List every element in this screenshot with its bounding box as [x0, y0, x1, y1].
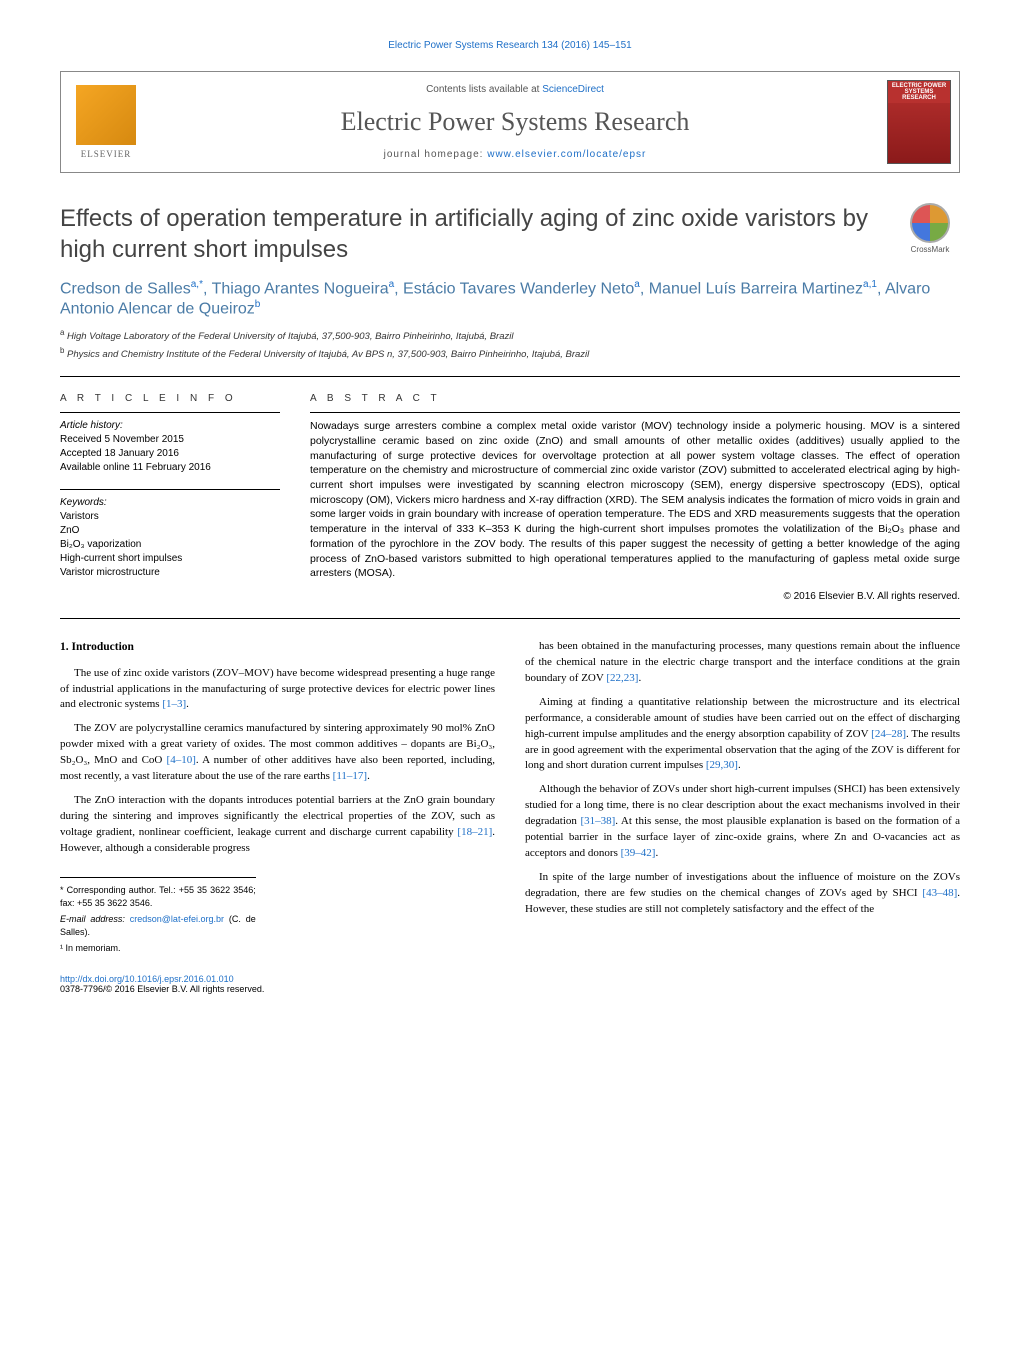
body-paragraph: The ZnO interaction with the dopants int…: [60, 793, 495, 857]
keyword-item: Bi₂O₃ vaporization: [60, 538, 280, 552]
abstract-text: Nowadays surge arresters combine a compl…: [310, 412, 960, 581]
journal-cover[interactable]: ELECTRIC POWER SYSTEMS RESEARCH: [879, 72, 959, 172]
cover-thumbnail: ELECTRIC POWER SYSTEMS RESEARCH: [887, 80, 951, 164]
body-paragraph: has been obtained in the manufacturing p…: [525, 639, 960, 687]
issn-line: 0378-7796/© 2016 Elsevier B.V. All right…: [60, 984, 960, 994]
cover-title: ELECTRIC POWER SYSTEMS RESEARCH: [888, 81, 950, 103]
corresponding-author-note: * Corresponding author. Tel.: +55 35 362…: [60, 884, 256, 910]
accepted-line: Accepted 18 January 2016: [60, 447, 280, 461]
body-paragraph: The ZOV are polycrystalline ceramics man…: [60, 721, 495, 785]
email-link[interactable]: credson@lat-efei.org.br: [130, 914, 224, 924]
article-title: Effects of operation temperature in arti…: [60, 203, 900, 265]
keyword-item: High-current short impulses: [60, 552, 280, 566]
contents-available-line: Contents lists available at ScienceDirec…: [171, 84, 859, 95]
section-heading: 1. Introduction: [60, 639, 495, 656]
article-info-heading: a r t i c l e i n f o: [60, 393, 280, 404]
received-line: Received 5 November 2015: [60, 433, 280, 447]
email-note: E-mail address: credson@lat-efei.org.br …: [60, 913, 256, 939]
online-line: Available online 11 February 2016: [60, 461, 280, 475]
crossmark-icon: [910, 203, 950, 243]
homepage-link[interactable]: www.elsevier.com/locate/epsr: [487, 149, 646, 160]
history-label: Article history:: [60, 419, 280, 433]
article-info-column: a r t i c l e i n f o Article history: R…: [60, 393, 280, 602]
body-paragraph: Although the behavior of ZOVs under shor…: [525, 782, 960, 862]
keywords-block: Keywords: VaristorsZnOBi₂O₃ vaporization…: [60, 489, 280, 580]
keywords-label: Keywords:: [60, 496, 280, 510]
keyword-item: ZnO: [60, 524, 280, 538]
elsevier-tree-icon: [76, 85, 136, 145]
crossmark-badge[interactable]: CrossMark: [900, 203, 960, 254]
authors-line: Credson de Sallesa,*, Thiago Arantes Nog…: [60, 279, 960, 318]
abstract-copyright: © 2016 Elsevier B.V. All rights reserved…: [310, 591, 960, 602]
citation-header[interactable]: Electric Power Systems Research 134 (201…: [60, 40, 960, 51]
keyword-item: Varistor microstructure: [60, 566, 280, 580]
footnotes-block: * Corresponding author. Tel.: +55 35 362…: [60, 877, 256, 955]
body-left-column: 1. Introduction The use of zinc oxide va…: [60, 639, 495, 958]
contents-text: Contents lists available at: [426, 84, 542, 95]
affiliation-line: a High Voltage Laboratory of the Federal…: [60, 328, 960, 342]
article-history-block: Article history: Received 5 November 201…: [60, 412, 280, 475]
divider-rule: [60, 376, 960, 377]
elsevier-logo[interactable]: ELSEVIER: [61, 72, 151, 172]
memoriam-note: ¹ In memoriam.: [60, 942, 256, 955]
divider-rule-2: [60, 618, 960, 619]
elsevier-label: ELSEVIER: [81, 149, 132, 159]
homepage-line: journal homepage: www.elsevier.com/locat…: [171, 149, 859, 160]
body-paragraph: Aiming at finding a quantitative relatio…: [525, 695, 960, 775]
body-right-column: has been obtained in the manufacturing p…: [525, 639, 960, 958]
header-center: Contents lists available at ScienceDirec…: [151, 72, 879, 172]
homepage-label: journal homepage:: [384, 149, 488, 160]
body-paragraph: In spite of the large number of investig…: [525, 870, 960, 918]
sciencedirect-link[interactable]: ScienceDirect: [542, 84, 604, 95]
abstract-heading: a b s t r a c t: [310, 393, 960, 404]
keyword-item: Varistors: [60, 510, 280, 524]
affiliation-line: b Physics and Chemistry Institute of the…: [60, 346, 960, 360]
abstract-column: a b s t r a c t Nowadays surge arresters…: [310, 393, 960, 602]
crossmark-label: CrossMark: [911, 245, 950, 254]
doi-link[interactable]: http://dx.doi.org/10.1016/j.epsr.2016.01…: [60, 974, 960, 984]
email-label: E-mail address:: [60, 914, 130, 924]
body-paragraph: The use of zinc oxide varistors (ZOV–MOV…: [60, 666, 495, 714]
journal-header-box: ELSEVIER Contents lists available at Sci…: [60, 71, 960, 173]
journal-name: Electric Power Systems Research: [171, 107, 859, 137]
